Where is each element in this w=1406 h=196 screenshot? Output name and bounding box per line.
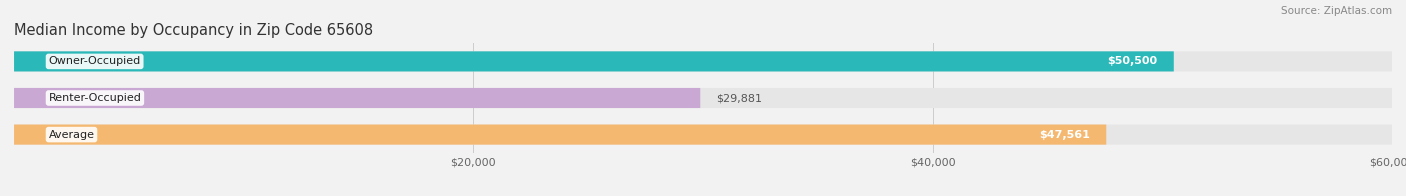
FancyBboxPatch shape: [14, 51, 1392, 72]
Text: Owner-Occupied: Owner-Occupied: [48, 56, 141, 66]
Text: Median Income by Occupancy in Zip Code 65608: Median Income by Occupancy in Zip Code 6…: [14, 23, 373, 38]
Text: $50,500: $50,500: [1108, 56, 1157, 66]
Text: $47,561: $47,561: [1039, 130, 1090, 140]
FancyBboxPatch shape: [14, 88, 700, 108]
FancyBboxPatch shape: [14, 88, 1392, 108]
Text: $29,881: $29,881: [716, 93, 762, 103]
FancyBboxPatch shape: [14, 124, 1392, 145]
Text: Renter-Occupied: Renter-Occupied: [48, 93, 142, 103]
FancyBboxPatch shape: [14, 124, 1107, 145]
FancyBboxPatch shape: [14, 51, 1174, 72]
Text: Source: ZipAtlas.com: Source: ZipAtlas.com: [1281, 6, 1392, 16]
Text: Average: Average: [48, 130, 94, 140]
